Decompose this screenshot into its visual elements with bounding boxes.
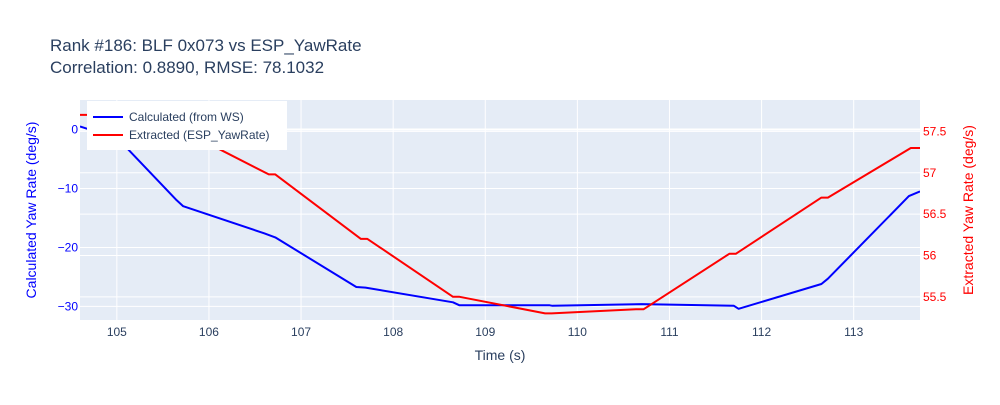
x-tick-label: 113 — [844, 325, 863, 339]
right-y-tick-label: 56 — [923, 248, 937, 262]
chart-title-line-1: Rank #186: BLF 0x073 vs ESP_YawRate — [50, 36, 362, 55]
series-line-calculated — [80, 125, 920, 310]
grid-layer — [80, 100, 920, 320]
left-y-axis-title: Calculated Yaw Rate (deg/s) — [23, 122, 39, 299]
x-axis-title: Time (s) — [475, 347, 526, 363]
left-y-tick-label: −10 — [58, 181, 79, 195]
x-tick-label: 112 — [752, 325, 771, 339]
right-y-tick-label: 57.5 — [923, 124, 947, 138]
left-y-tick-label: −20 — [58, 240, 79, 254]
x-tick-label: 111 — [660, 325, 679, 339]
legend[interactable]: Calculated (from WS) Extracted (ESP_YawR… — [87, 101, 287, 150]
right-y-tick-label: 55.5 — [923, 290, 947, 304]
left-y-tick-label: −30 — [58, 299, 79, 313]
x-tick-label: 105 — [107, 325, 127, 339]
right-y-axis-title: Extracted Yaw Rate (deg/s) — [960, 125, 976, 295]
chart-title-line-2: Correlation: 0.8890, RMSE: 78.1032 — [50, 58, 324, 77]
right-y-tick-label: 56.5 — [923, 207, 947, 221]
x-tick-label: 106 — [199, 325, 219, 339]
x-tick-label: 107 — [291, 325, 311, 339]
left-y-tick-label: 0 — [71, 122, 78, 136]
x-tick-label: 108 — [383, 325, 403, 339]
x-tick-label: 110 — [568, 325, 587, 339]
x-tick-label: 109 — [475, 325, 495, 339]
legend-label-extracted: Extracted (ESP_YawRate) — [129, 128, 270, 142]
legend-label-calculated: Calculated (from WS) — [129, 110, 244, 124]
legend-background — [87, 101, 287, 150]
right-y-tick-label: 57 — [923, 166, 937, 180]
tick-labels: 105 106 107 108 109 110 111 112 113 0 −10 −20 −30 55.… — [58, 122, 947, 339]
